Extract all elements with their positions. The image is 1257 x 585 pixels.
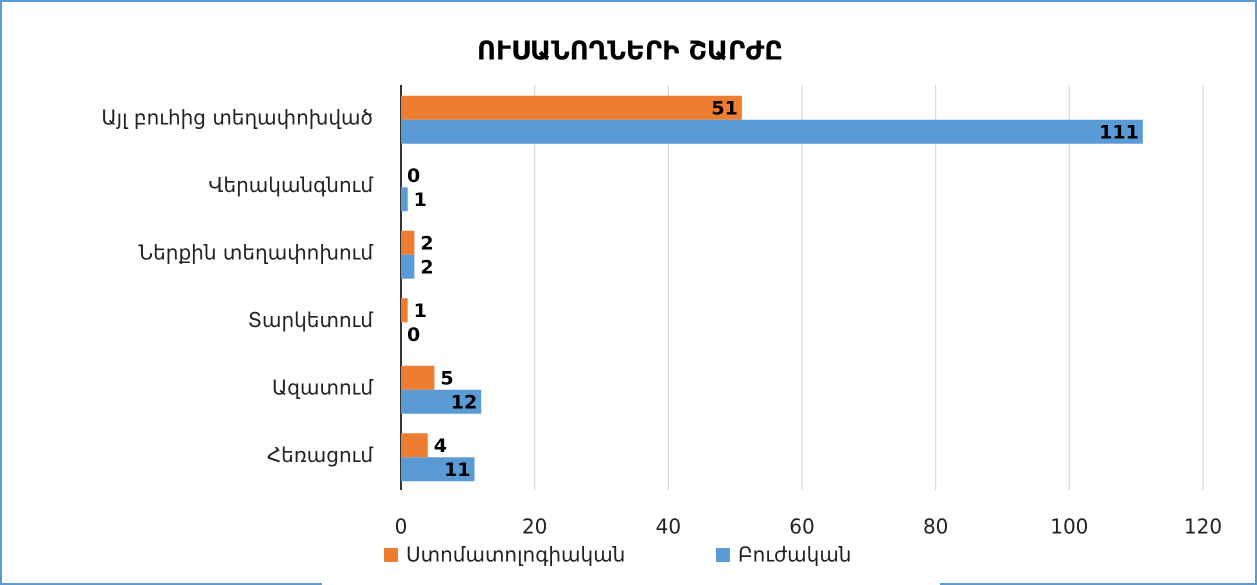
legend-swatch: [384, 548, 398, 562]
x-tick-label: 40: [656, 515, 681, 539]
bar: [401, 389, 482, 414]
data-label: 2: [420, 232, 433, 254]
legend-box: [322, 533, 940, 585]
data-label: 51: [711, 97, 737, 119]
chart-title: ՈՒՍԱՆՈՂՆԵՐԻ ՇԱՐԺԸ: [477, 37, 783, 67]
y-tick-label: Այլ բուհից տեղափոխված: [101, 105, 373, 129]
bar: [401, 187, 408, 212]
data-label: 1: [414, 300, 427, 322]
bar: [401, 298, 408, 323]
y-tick-label: Ներքին տեղափոխում: [139, 240, 374, 264]
data-label: 11: [444, 459, 470, 481]
bar: [401, 254, 415, 279]
data-label: 4: [434, 435, 447, 457]
x-tick-label: 100: [1050, 515, 1088, 539]
legend-label: Բուժական: [738, 543, 851, 567]
legend-swatch: [716, 548, 730, 562]
x-tick-label: 0: [395, 515, 408, 539]
y-tick-label: Ազատում: [272, 375, 373, 399]
bar: [401, 95, 742, 120]
bar: [401, 365, 435, 390]
bar: [401, 230, 415, 255]
data-label: 12: [451, 391, 477, 413]
data-label: 111: [1099, 121, 1139, 143]
data-label: 0: [407, 165, 420, 187]
x-tick-label: 120: [1184, 515, 1222, 539]
y-tick-label: Հեռացում: [267, 443, 373, 467]
x-tick-label: 20: [522, 515, 547, 539]
x-tick-label: 60: [789, 515, 814, 539]
y-tick-label: Տարկետում: [248, 308, 373, 332]
bar: [401, 119, 1143, 144]
data-label: 2: [420, 256, 433, 278]
data-label: 1: [414, 189, 427, 211]
bar: [401, 433, 428, 458]
x-tick-label: 80: [923, 515, 948, 539]
data-label: 0: [407, 324, 420, 346]
bar: [401, 457, 475, 482]
y-tick-label: Վերականգնում: [208, 173, 373, 197]
legend-label: Ստոմատոլոգիական: [406, 543, 625, 567]
data-label: 5: [440, 367, 453, 389]
